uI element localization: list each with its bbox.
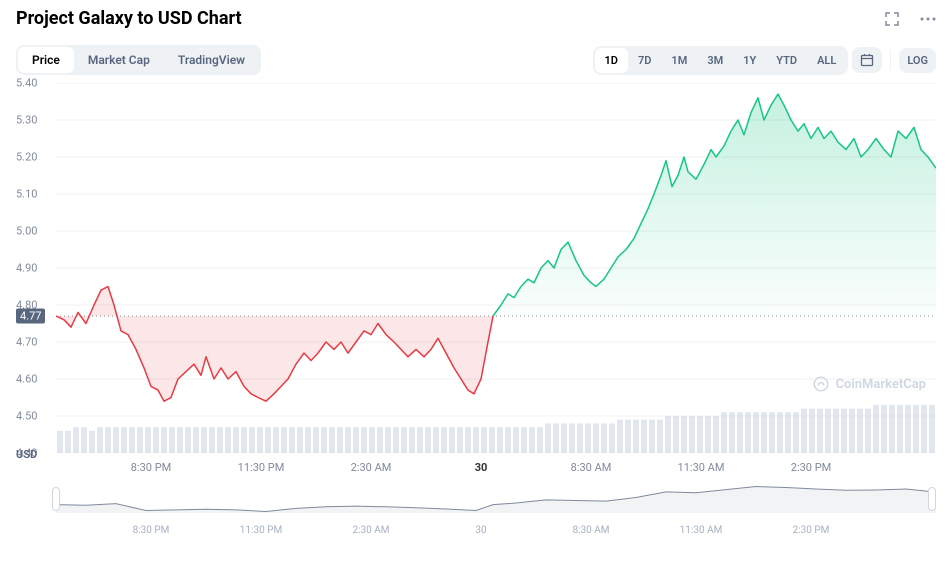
brush-chart[interactable]: 8:30 PM11:30 PM2:30 AM308:30 AM11:30 AM2…: [16, 485, 936, 525]
range-tabs: 1D 7D 1M 3M 1Y YTD ALL: [593, 46, 849, 75]
page-title: Project Galaxy to USD Chart: [16, 8, 242, 29]
range-1y[interactable]: 1Y: [733, 48, 766, 73]
view-tabs: Price Market Cap TradingView: [16, 45, 261, 75]
open-price-flag: 4.77: [16, 309, 45, 324]
range-3m[interactable]: 3M: [697, 48, 733, 73]
range-1d[interactable]: 1D: [595, 48, 628, 73]
watermark: CoinMarketCap: [812, 375, 926, 393]
currency-label: USD: [16, 448, 37, 461]
more-icon[interactable]: [920, 17, 936, 21]
log-toggle[interactable]: LOG: [899, 48, 936, 73]
tab-price[interactable]: Price: [18, 47, 74, 73]
tab-tradingview[interactable]: TradingView: [164, 47, 259, 73]
calendar-button[interactable]: [852, 47, 882, 73]
brush-handle-left[interactable]: [52, 487, 60, 511]
range-7d[interactable]: 7D: [628, 48, 661, 73]
range-all[interactable]: ALL: [807, 48, 846, 73]
chart-controls: Price Market Cap TradingView 1D 7D 1M 3M…: [16, 45, 936, 75]
chart-header: Project Galaxy to USD Chart: [16, 8, 936, 29]
chart-canvas: [56, 83, 936, 453]
range-1m[interactable]: 1M: [661, 48, 697, 73]
range-ytd[interactable]: YTD: [766, 48, 807, 73]
brush-handle-right[interactable]: [928, 487, 936, 511]
fullscreen-icon[interactable]: [884, 11, 900, 27]
price-chart: 4.404.504.604.704.804.905.005.105.205.30…: [16, 83, 936, 483]
tab-marketcap[interactable]: Market Cap: [74, 47, 164, 73]
